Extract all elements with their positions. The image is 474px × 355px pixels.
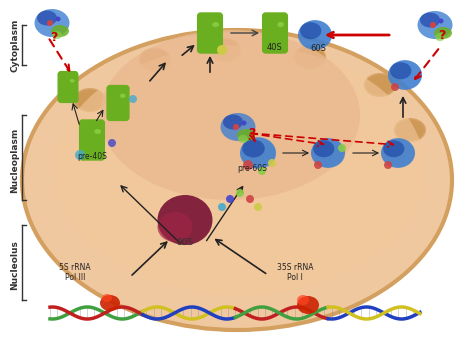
FancyBboxPatch shape	[263, 13, 287, 53]
Text: 90S: 90S	[176, 238, 193, 247]
Ellipse shape	[300, 22, 321, 39]
Text: Nucleoplasm: Nucleoplasm	[10, 127, 19, 193]
Ellipse shape	[381, 138, 415, 168]
Ellipse shape	[383, 140, 404, 157]
Ellipse shape	[395, 119, 425, 141]
Circle shape	[47, 20, 53, 26]
Ellipse shape	[298, 20, 332, 50]
Ellipse shape	[157, 212, 192, 242]
Ellipse shape	[120, 94, 126, 98]
Ellipse shape	[435, 33, 445, 41]
Circle shape	[391, 83, 399, 91]
Ellipse shape	[212, 22, 219, 27]
Circle shape	[55, 16, 61, 22]
Ellipse shape	[55, 45, 425, 295]
Ellipse shape	[75, 89, 105, 111]
Ellipse shape	[100, 30, 360, 200]
Ellipse shape	[220, 113, 255, 141]
Circle shape	[226, 195, 234, 203]
Ellipse shape	[51, 25, 69, 37]
Circle shape	[217, 45, 227, 55]
Circle shape	[258, 167, 266, 175]
Ellipse shape	[238, 135, 248, 143]
Ellipse shape	[100, 295, 120, 311]
Circle shape	[246, 195, 254, 203]
Ellipse shape	[311, 138, 345, 168]
FancyBboxPatch shape	[80, 120, 104, 160]
Circle shape	[236, 189, 244, 197]
FancyBboxPatch shape	[107, 86, 129, 120]
Text: pre-60S: pre-60S	[237, 164, 267, 173]
Circle shape	[129, 95, 137, 103]
Ellipse shape	[22, 30, 452, 330]
Ellipse shape	[140, 49, 170, 71]
Text: ?: ?	[438, 29, 446, 42]
Circle shape	[384, 161, 392, 169]
Ellipse shape	[418, 11, 453, 39]
FancyBboxPatch shape	[198, 13, 222, 53]
Ellipse shape	[313, 140, 334, 157]
Text: 35S rRNA
Pol I: 35S rRNA Pol I	[277, 263, 313, 282]
Circle shape	[254, 203, 262, 211]
Ellipse shape	[420, 12, 440, 27]
Circle shape	[218, 203, 226, 211]
Ellipse shape	[365, 74, 395, 96]
Circle shape	[438, 18, 444, 23]
Ellipse shape	[223, 115, 243, 130]
Ellipse shape	[37, 11, 57, 26]
Circle shape	[75, 150, 85, 160]
Circle shape	[108, 139, 116, 147]
Ellipse shape	[242, 140, 265, 158]
Circle shape	[243, 160, 253, 170]
Circle shape	[430, 22, 436, 28]
Text: Cytoplasm: Cytoplasm	[10, 18, 19, 72]
Ellipse shape	[70, 79, 74, 83]
Text: 40S: 40S	[267, 43, 283, 52]
Ellipse shape	[297, 296, 319, 314]
Circle shape	[268, 159, 276, 167]
Circle shape	[338, 144, 346, 152]
Text: 60S: 60S	[310, 44, 326, 53]
Ellipse shape	[237, 129, 255, 141]
Ellipse shape	[295, 46, 325, 68]
Ellipse shape	[434, 27, 452, 39]
Text: Nucleolus: Nucleolus	[10, 240, 19, 290]
Ellipse shape	[52, 31, 62, 39]
Ellipse shape	[390, 62, 411, 79]
Circle shape	[314, 161, 322, 169]
Text: pre-40S: pre-40S	[77, 152, 107, 161]
Text: 5S rRNA
Pol III: 5S rRNA Pol III	[59, 263, 91, 282]
Ellipse shape	[388, 60, 422, 90]
Ellipse shape	[240, 137, 276, 169]
Ellipse shape	[35, 9, 70, 37]
Circle shape	[241, 120, 246, 126]
Ellipse shape	[210, 39, 240, 61]
Ellipse shape	[157, 195, 212, 245]
Ellipse shape	[94, 129, 101, 134]
Ellipse shape	[277, 22, 284, 27]
FancyBboxPatch shape	[58, 72, 78, 102]
Ellipse shape	[297, 295, 309, 305]
Ellipse shape	[102, 294, 112, 302]
Circle shape	[233, 124, 239, 130]
Text: ?: ?	[248, 127, 255, 140]
Text: ?: ?	[50, 31, 57, 44]
